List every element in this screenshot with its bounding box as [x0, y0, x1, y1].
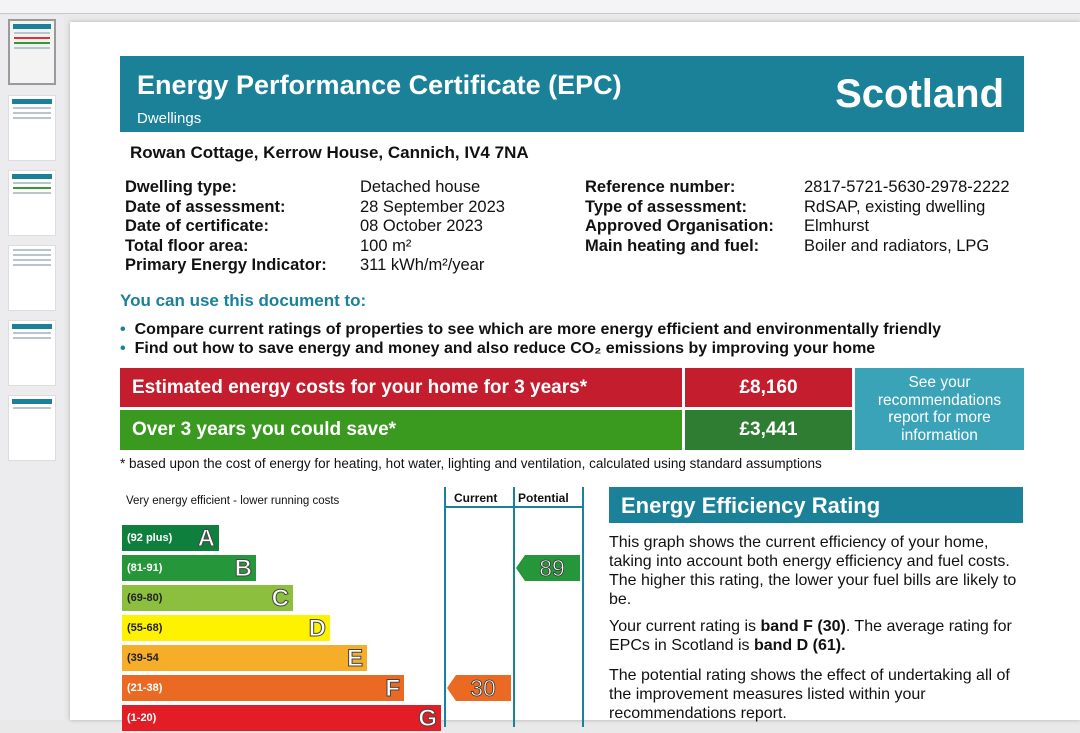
band-b: (81-91) B — [122, 555, 256, 583]
browser-toolbar — [0, 0, 1080, 14]
detail-label: Main heating and fuel: — [585, 236, 760, 255]
detail-value: 100 m² — [360, 236, 412, 255]
band-a: (92 plus) A — [122, 525, 219, 553]
certificate-subtitle: Dwellings — [137, 110, 202, 127]
document-page: Energy Performance Certificate (EPC) Dwe… — [70, 22, 1080, 733]
estimated-costs-value: £8,160 — [685, 368, 852, 407]
eer-paragraph-3: The potential rating shows the effect of… — [609, 667, 1010, 722]
thumbnail-page-4[interactable] — [8, 245, 56, 311]
band-range: (69-80) — [127, 592, 163, 604]
detail-value: Boiler and radiators, LPG — [804, 236, 990, 255]
band-range: (1-20) — [127, 712, 157, 724]
eer-title: Energy Efficiency Rating — [609, 487, 1023, 523]
band-letter: D — [308, 615, 326, 643]
band-letter: F — [385, 675, 401, 703]
savings-value: £3,441 — [685, 410, 852, 450]
detail-label: Type of assessment: — [585, 197, 748, 216]
detail-label: Date of assessment: — [125, 197, 286, 216]
band-letter: C — [271, 585, 289, 613]
band-range: (55-68) — [127, 622, 163, 634]
detail-value: Detached house — [360, 178, 481, 196]
usage-heading: You can use this document to: — [120, 291, 367, 310]
current-header: Current — [454, 491, 498, 505]
detail-label: Dwelling type: — [125, 178, 237, 196]
band-c: (69-80) C — [122, 585, 293, 613]
certificate-title: Energy Performance Certificate (EPC) — [137, 70, 622, 100]
column-divider — [513, 487, 515, 727]
thumbnail-page-2[interactable] — [8, 95, 56, 161]
page-thumbnails — [0, 15, 64, 720]
thumbnail-page-6[interactable] — [8, 395, 56, 461]
band-d: (55-68) D — [122, 615, 330, 643]
band-g: (1-20) G — [122, 705, 441, 733]
energy-rating-chart: Very energy efficient - lower running co… — [120, 487, 585, 733]
column-divider — [582, 487, 584, 727]
details-left-values: Detached house 28 September 2023 08 Octobe… — [360, 178, 505, 276]
estimated-costs-label: Estimated energy costs for your home for… — [120, 368, 682, 407]
thumbnail-page-3[interactable] — [8, 170, 56, 236]
detail-value: 28 September 2023 — [360, 197, 505, 216]
band-range: (92 plus) — [127, 532, 173, 544]
band-letter: G — [418, 705, 438, 733]
detail-label: Approved Organisation: — [585, 217, 774, 235]
detail-value: Elmhurst — [804, 217, 870, 235]
savings-label: Over 3 years you could save* — [120, 410, 682, 450]
band-range: (81-91) — [127, 562, 163, 574]
bullet-item: • Find out how to save energy and money a… — [120, 340, 876, 357]
potential-header: Potential — [518, 491, 569, 505]
detail-label: Reference number: — [585, 178, 736, 196]
epc-header: Energy Performance Certificate (EPC) Dwe… — [120, 56, 1024, 132]
eer-paragraph-2: Your current rating is band F (30). The … — [609, 618, 1012, 654]
detail-label: Primary Energy Indicator: — [125, 256, 327, 274]
column-divider — [444, 487, 446, 727]
region-label: Scotland — [835, 72, 1004, 116]
property-address: Rowan Cottage, Kerrow House, Cannich, IV… — [130, 143, 529, 162]
band-range: (21-38) — [127, 682, 163, 694]
eer-paragraph-1: This graph shows the current efficiency … — [609, 534, 1017, 608]
detail-label: Date of certificate: — [125, 217, 269, 235]
header-divider — [444, 506, 584, 508]
detail-value: RdSAP, existing dwelling — [804, 197, 986, 216]
band-e: (39-54 E — [122, 645, 367, 673]
thumbnail-page-5[interactable] — [8, 320, 56, 386]
band-range: (39-54 — [127, 652, 159, 664]
detail-label: Total floor area: — [125, 236, 249, 255]
thumbnail-page-1[interactable] — [8, 19, 56, 85]
footnote: * based upon the cost of energy for heat… — [120, 456, 822, 471]
band-letter: B — [234, 555, 252, 583]
details-right-labels: Reference number: Type of assessment: Appr… — [585, 178, 774, 256]
details-left-labels: Dwelling type: Date of assessment: Date of… — [125, 178, 327, 276]
detail-value: 311 kWh/m²/year — [360, 256, 485, 274]
top-label: Very energy efficient - lower running co… — [126, 495, 340, 507]
detail-value: 08 October 2023 — [360, 217, 483, 235]
band-letter: E — [346, 645, 363, 673]
bullet-item: • Compare current ratings of properties t… — [120, 321, 942, 338]
band-letter: A — [197, 525, 215, 553]
detail-value: 2817-5721-5630-2978-2222 — [804, 178, 1010, 196]
recommendations-link[interactable]: See your recommendations report for more… — [855, 368, 1024, 450]
details-right-values: 2817-5721-5630-2978-2222 RdSAP, existing … — [804, 178, 1010, 256]
current-rating-arrow: 30 — [447, 675, 511, 701]
band-f: (21-38) F — [122, 675, 404, 703]
potential-rating-arrow: 89 — [516, 555, 580, 581]
